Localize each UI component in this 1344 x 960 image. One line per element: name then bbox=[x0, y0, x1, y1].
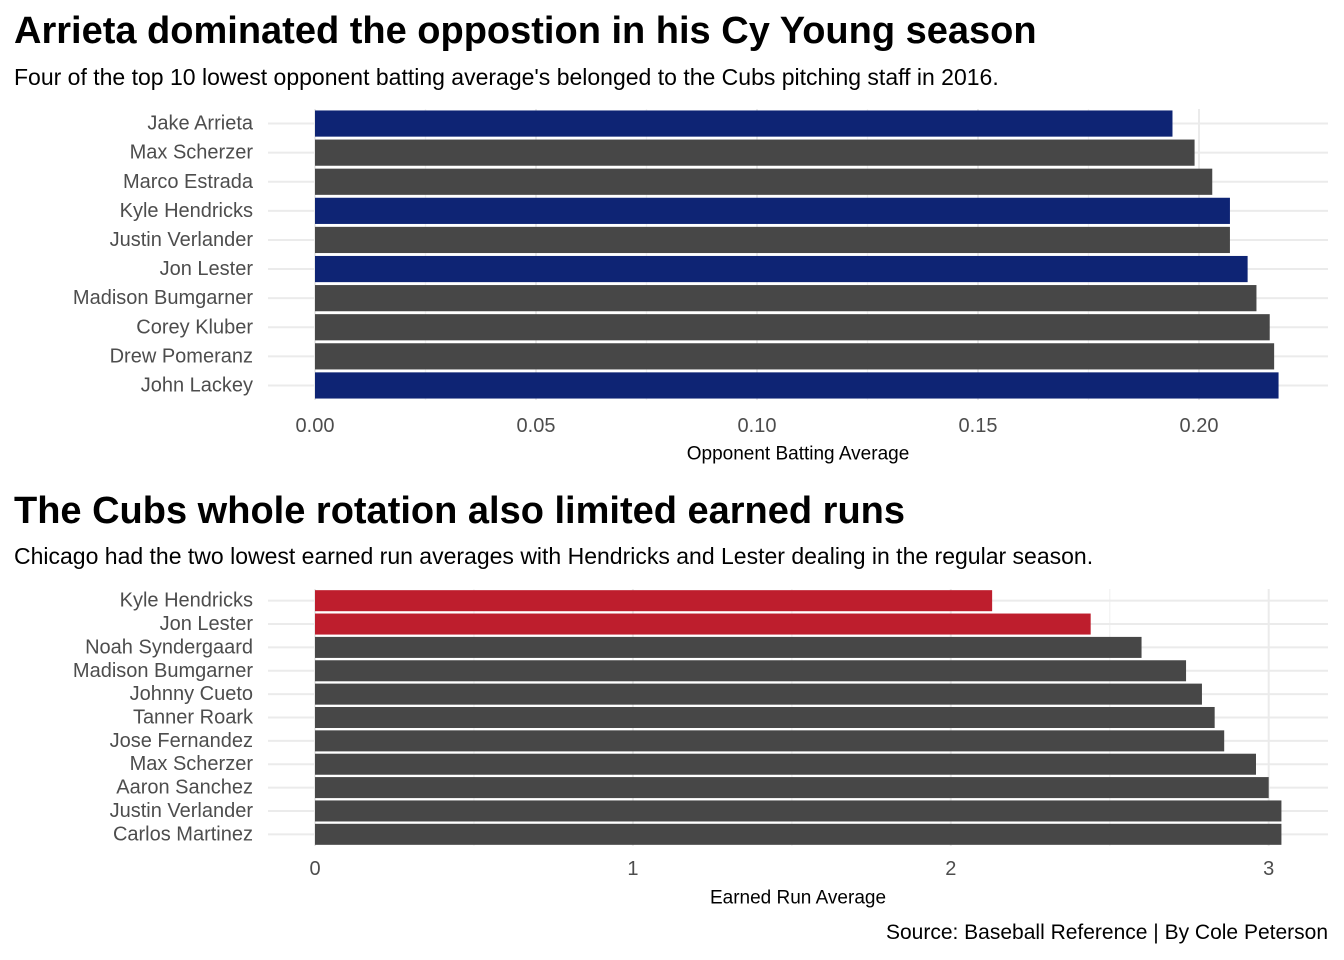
chart1-category-label: Corey Kluber bbox=[136, 316, 253, 338]
chart2-category-label: Jose Fernandez bbox=[110, 730, 253, 752]
chart2-category-label: Johnny Cueto bbox=[130, 683, 253, 705]
chart1-category-label: Kyle Hendricks bbox=[120, 200, 253, 222]
chart1-bar bbox=[315, 197, 1230, 224]
chart2-bar bbox=[315, 660, 1187, 682]
chart2-category-label: Noah Syndergaard bbox=[85, 636, 253, 658]
chart2-bar bbox=[315, 823, 1282, 845]
chart1-bar bbox=[315, 110, 1173, 137]
chart2-category-label: Max Scherzer bbox=[130, 753, 254, 775]
chart1-tick-label: 0.20 bbox=[1180, 415, 1219, 437]
chart1-tick-label: 0.15 bbox=[959, 415, 998, 437]
chart1-category-label: Madison Bumgarner bbox=[73, 287, 253, 309]
chart2-tick-label: 1 bbox=[627, 858, 638, 880]
chart1-x-axis-title: Opponent Batting Average bbox=[687, 444, 910, 465]
chart1-tick-label: 0.10 bbox=[738, 415, 777, 437]
chart1-tick-label: 0.00 bbox=[296, 415, 335, 437]
chart1-bar bbox=[315, 314, 1270, 341]
chart1-subtitle: Four of the top 10 lowest opponent batti… bbox=[14, 64, 999, 90]
chart1-bar bbox=[315, 226, 1230, 254]
chart2-tick-label: 3 bbox=[1263, 858, 1274, 880]
chart2-bar bbox=[315, 777, 1269, 799]
chart2-tick-label: 2 bbox=[945, 858, 956, 880]
chart1-bar bbox=[315, 372, 1279, 399]
chart2-bar bbox=[315, 706, 1215, 729]
chart1-bar bbox=[315, 343, 1275, 370]
chart2-category-label: Tanner Roark bbox=[133, 707, 254, 729]
chart2-x-axis-title: Earned Run Average bbox=[710, 888, 886, 909]
chart2-category-label: Justin Verlander bbox=[110, 800, 254, 822]
chart1-plot: Jake Arrieta Max Scherzer Marco Estrada Kyl… bbox=[73, 109, 1328, 465]
chart2-bar bbox=[315, 730, 1225, 752]
chart1-bar bbox=[315, 285, 1257, 312]
chart2-title: The Cubs whole rotation also limited ear… bbox=[14, 490, 906, 532]
chart2-subtitle: Chicago had the two lowest earned run av… bbox=[14, 543, 1094, 569]
chart2-category-label: Jon Lester bbox=[160, 613, 254, 635]
chart1-category-label: John Lackey bbox=[141, 374, 253, 396]
chart2-tick-label: 0 bbox=[309, 858, 320, 880]
chart2-bar bbox=[315, 613, 1091, 635]
chart2-bar bbox=[315, 590, 993, 612]
source-caption: Source: Baseball Reference | By Cole Pet… bbox=[885, 921, 1328, 944]
chart1-bar bbox=[315, 255, 1248, 283]
chart2-category-label: Madison Bumgarner bbox=[73, 660, 253, 682]
chart1-title: Arrieta dominated the oppostion in his C… bbox=[14, 10, 1037, 52]
chart1-category-label: Max Scherzer bbox=[130, 142, 254, 164]
chart1-bar bbox=[315, 139, 1195, 166]
chart1-bar bbox=[315, 168, 1213, 195]
chart1-category-label: Drew Pomeranz bbox=[110, 345, 253, 367]
chart1-category-label: Justin Verlander bbox=[110, 229, 254, 251]
chart2-bar bbox=[315, 683, 1202, 705]
chart2-bar bbox=[315, 800, 1282, 822]
chart2-bar bbox=[315, 753, 1256, 775]
chart2-bar bbox=[315, 636, 1142, 658]
chart1-tick-label: 0.05 bbox=[517, 415, 556, 437]
chart2-category-label: Carlos Martinez bbox=[113, 823, 253, 845]
chart2-category-label: Kyle Hendricks bbox=[120, 590, 253, 612]
chart1-category-label: Jon Lester bbox=[160, 258, 254, 280]
chart1-category-label: Jake Arrieta bbox=[147, 113, 253, 135]
chart2-category-label: Aaron Sanchez bbox=[116, 777, 253, 799]
chart1-category-label: Marco Estrada bbox=[123, 171, 254, 193]
